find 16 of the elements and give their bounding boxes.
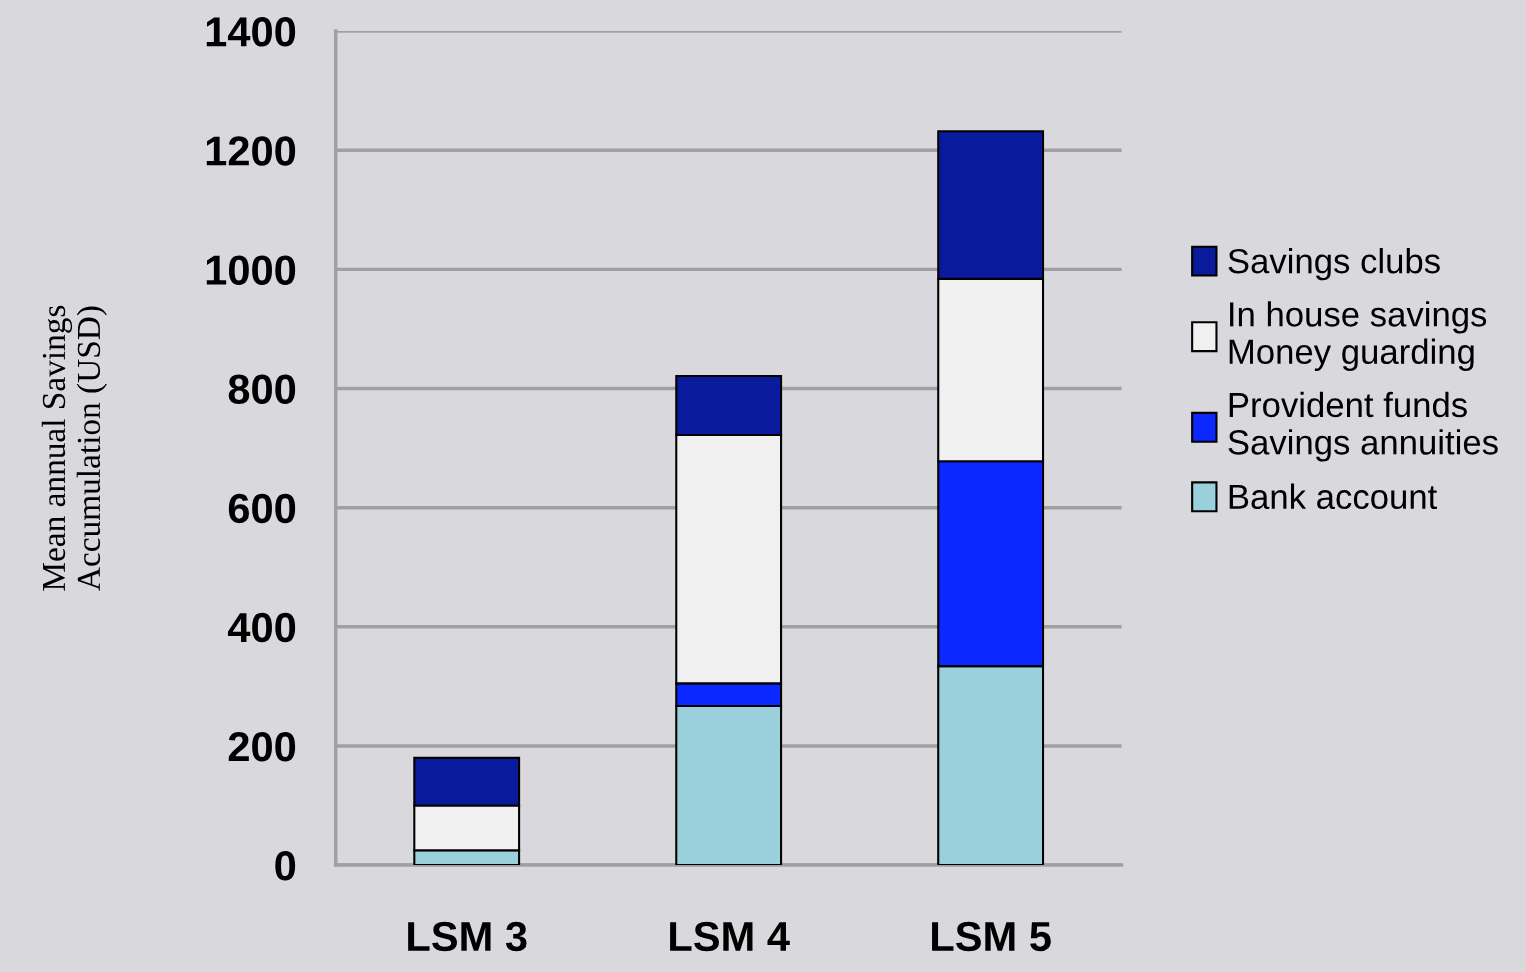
x-tick-label: LSM 3 bbox=[408, 921, 527, 952]
x-tick-label: LSM 4 bbox=[670, 921, 790, 952]
y-tick-label: 1400 bbox=[206, 17, 296, 47]
legend-label: Savings clubs bbox=[1228, 247, 1440, 281]
legend-label: In house savings Money guarding bbox=[1229, 301, 1487, 371]
x-tick-label: LSM 5 bbox=[932, 921, 1051, 952]
y-tick-label: 400 bbox=[227, 612, 296, 643]
legend-label: Provident funds Savings annuities bbox=[1228, 391, 1498, 462]
y-tick-label: 800 bbox=[228, 374, 296, 405]
y-axis-title: Mean annual Savings Accumulation (USD) bbox=[41, 305, 107, 591]
y-tick-label: 0 bbox=[275, 851, 296, 881]
y-tick-label: 600 bbox=[228, 493, 296, 524]
legend-label: Bank account bbox=[1229, 483, 1438, 510]
y-tick-label: 1200 bbox=[206, 136, 296, 166]
y-tick-label: 200 bbox=[228, 731, 296, 762]
y-tick-label: 1000 bbox=[206, 255, 296, 285]
